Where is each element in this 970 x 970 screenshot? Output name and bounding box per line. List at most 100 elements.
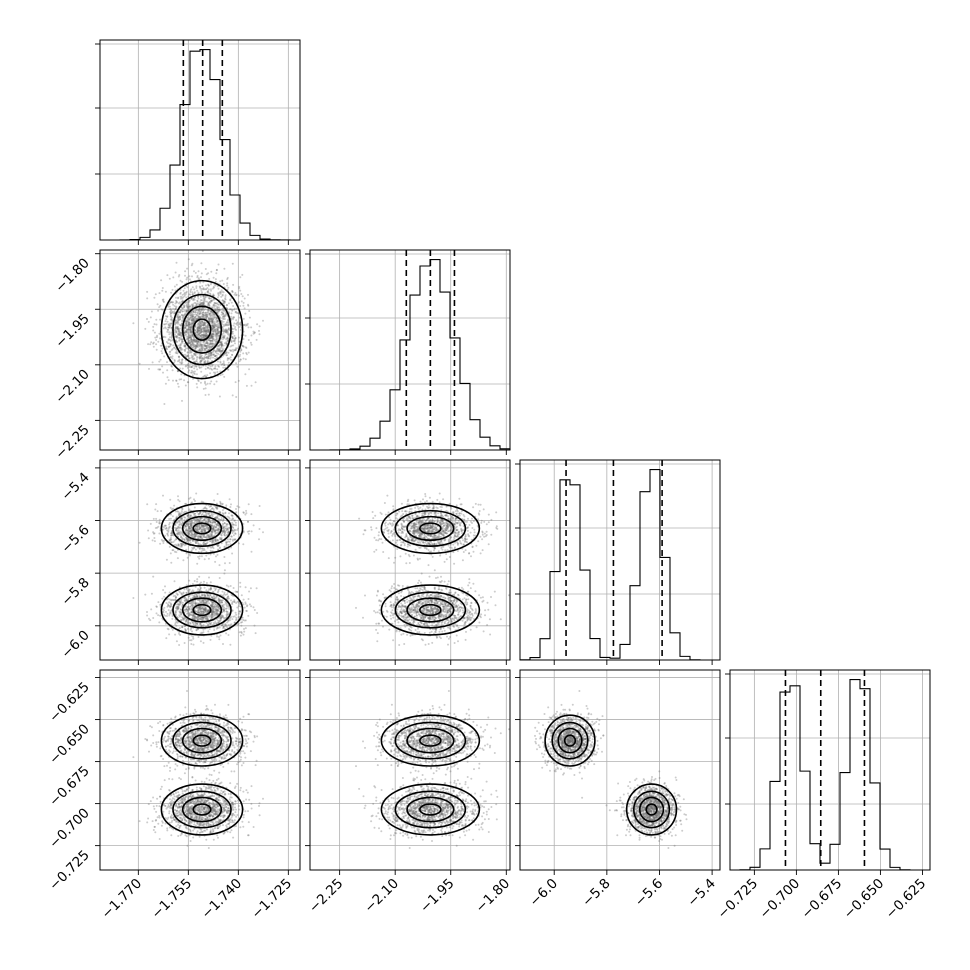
scatter-point xyxy=(244,334,247,337)
scatter-point xyxy=(200,276,202,279)
scatter-point xyxy=(230,599,232,602)
scatter-point xyxy=(192,336,195,339)
scatter-point xyxy=(178,378,181,381)
scatter-point xyxy=(206,334,209,337)
scatter-point xyxy=(184,331,186,334)
scatter-point xyxy=(204,314,207,317)
scatter-point xyxy=(183,325,186,328)
scatter-point xyxy=(216,329,219,332)
scatter-point xyxy=(215,327,218,330)
scatter-point xyxy=(231,335,234,338)
scatter-point xyxy=(193,546,196,549)
scatter-point xyxy=(170,609,173,612)
scatter-point xyxy=(213,283,216,286)
scatter-point xyxy=(207,624,210,627)
scatter-point xyxy=(196,330,199,333)
scatter-point xyxy=(199,329,202,332)
scatter-point xyxy=(209,283,212,286)
scatter-point xyxy=(188,299,191,302)
scatter-point xyxy=(185,320,188,323)
scatter-point xyxy=(235,322,238,325)
scatter-point xyxy=(168,338,171,341)
scatter-point xyxy=(217,292,220,295)
scatter-point xyxy=(201,513,204,515)
scatter-point xyxy=(187,328,190,331)
scatter-point xyxy=(202,302,205,305)
scatter-point xyxy=(223,318,226,320)
scatter-point xyxy=(211,345,214,348)
scatter-point xyxy=(240,594,243,597)
scatter-point xyxy=(250,343,253,346)
scatter-point xyxy=(179,324,182,327)
scatter-point xyxy=(169,324,172,327)
scatter-point xyxy=(188,321,191,324)
scatter-point xyxy=(200,360,203,363)
scatter-point xyxy=(166,612,169,615)
scatter-point xyxy=(225,351,228,354)
scatter-point xyxy=(178,339,181,342)
scatter-point xyxy=(210,334,213,337)
scatter-point xyxy=(156,510,159,513)
scatter-point xyxy=(233,308,236,311)
scatter-point xyxy=(233,334,236,337)
scatter-point xyxy=(242,543,245,546)
scatter-point xyxy=(198,617,201,620)
scatter-point xyxy=(194,271,197,274)
scatter-point xyxy=(233,528,236,531)
scatter-point xyxy=(209,638,212,641)
scatter-point xyxy=(180,323,183,325)
scatter-point xyxy=(197,315,200,318)
density-contour xyxy=(160,279,244,380)
scatter-point xyxy=(207,311,209,314)
scatter-point xyxy=(186,276,189,279)
scatter-point xyxy=(212,293,215,296)
scatter-point xyxy=(185,606,188,609)
scatter-point xyxy=(192,342,195,345)
scatter-point xyxy=(211,312,214,315)
scatter-point xyxy=(222,302,225,305)
scatter-point xyxy=(209,581,212,584)
scatter-point xyxy=(179,367,182,370)
scatter-point xyxy=(154,293,157,296)
scatter-point xyxy=(197,332,200,335)
scatter-point xyxy=(212,326,215,328)
scatter-point xyxy=(204,536,207,539)
scatter-point xyxy=(212,332,215,335)
scatter-point xyxy=(198,327,201,330)
scatter-point xyxy=(173,504,176,507)
scatter-point xyxy=(202,334,204,337)
scatter-point xyxy=(207,309,210,312)
scatter-point xyxy=(174,348,177,350)
scatter-point xyxy=(171,310,174,313)
scatter-point xyxy=(198,303,200,306)
scatter-point xyxy=(204,380,206,383)
scatter-point xyxy=(244,373,247,376)
scatter-point xyxy=(132,597,135,599)
scatter-point xyxy=(200,325,203,327)
scatter-point xyxy=(187,309,190,312)
scatter-point xyxy=(170,291,173,294)
scatter-point xyxy=(236,505,239,508)
scatter-point xyxy=(200,288,203,290)
scatter-point xyxy=(174,633,177,636)
scatter-point xyxy=(245,509,248,512)
scatter-point xyxy=(220,363,223,366)
scatter-point xyxy=(221,290,224,293)
scatter-point xyxy=(191,340,193,343)
scatter-point xyxy=(198,328,201,331)
scatter-point xyxy=(216,308,219,311)
scatter-point xyxy=(231,330,234,333)
scatter-point xyxy=(162,371,164,374)
scatter-point xyxy=(186,305,188,308)
scatter-point xyxy=(202,314,205,317)
scatter-point xyxy=(213,326,215,329)
scatter-point xyxy=(210,512,213,515)
scatter-point xyxy=(203,333,206,336)
scatter-point xyxy=(227,302,230,305)
scatter-point xyxy=(199,353,202,356)
scatter-point xyxy=(176,370,179,373)
scatter-point xyxy=(221,590,224,593)
scatter-point xyxy=(160,279,163,282)
scatter-point xyxy=(170,332,173,335)
scatter-point xyxy=(210,318,213,321)
